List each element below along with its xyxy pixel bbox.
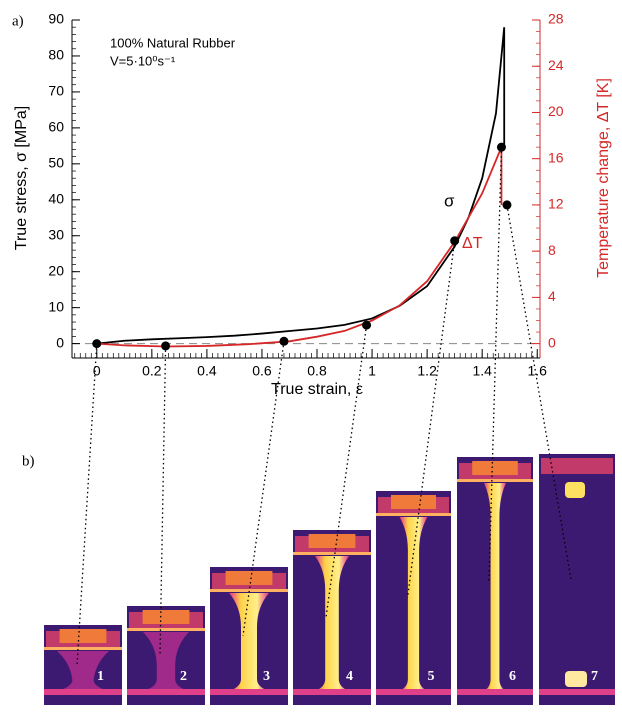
y-tick-label: 70 bbox=[48, 83, 64, 99]
marker bbox=[450, 236, 460, 246]
marker bbox=[279, 336, 289, 346]
y2-tick-label: 0 bbox=[548, 334, 556, 350]
y-tick-label: 20 bbox=[48, 262, 64, 278]
image-label: 5 bbox=[428, 669, 435, 684]
x-tick-label: 1.2 bbox=[417, 363, 437, 379]
x-tick-label: 0 bbox=[93, 363, 101, 379]
panel-label: a) bbox=[12, 13, 24, 29]
bottom-clamp bbox=[44, 689, 122, 695]
y2-tick-label: 4 bbox=[548, 288, 556, 304]
annotation: V=5·10⁰s⁻¹ bbox=[110, 53, 176, 68]
marker bbox=[92, 339, 102, 349]
marker bbox=[161, 341, 171, 351]
x-tick-label: 1 bbox=[368, 363, 376, 379]
curve bbox=[96, 146, 503, 348]
connector bbox=[488, 147, 503, 582]
x-tick-label: 0.6 bbox=[252, 363, 272, 379]
y2-tick-label: 8 bbox=[548, 242, 556, 258]
image-label: 2 bbox=[180, 669, 187, 684]
clamp-line bbox=[457, 479, 533, 482]
y2-tick-label: 20 bbox=[548, 103, 564, 119]
x-tick-label: 0.2 bbox=[142, 363, 162, 379]
image-label: 3 bbox=[263, 669, 270, 684]
clamp bbox=[541, 458, 613, 474]
connector bbox=[506, 204, 572, 580]
thermal-image: 1 bbox=[44, 625, 122, 705]
y-axis-label: True stress, σ [MPa] bbox=[13, 106, 30, 250]
clamp-line bbox=[127, 628, 205, 631]
y2-tick-label: 16 bbox=[548, 149, 564, 165]
image-label: 6 bbox=[509, 669, 516, 684]
specimen bbox=[399, 517, 428, 691]
clamp-line bbox=[293, 552, 371, 555]
thermal-image: 4 bbox=[293, 530, 371, 705]
annotation: 100% Natural Rubber bbox=[110, 35, 236, 50]
marker bbox=[502, 200, 512, 210]
y2-tick-label: 12 bbox=[548, 196, 564, 212]
clamp-hot bbox=[391, 495, 436, 509]
specimen bbox=[57, 651, 109, 691]
bottom-clamp bbox=[457, 689, 533, 695]
connector bbox=[242, 341, 285, 637]
series-label: ΔT bbox=[462, 235, 483, 252]
clamp-hot bbox=[225, 571, 273, 585]
image-label: 4 bbox=[346, 669, 353, 684]
fragment bbox=[565, 482, 585, 498]
y-tick-label: 60 bbox=[48, 119, 64, 135]
bottom-clamp bbox=[539, 689, 615, 695]
thermal-image: 3 bbox=[210, 567, 288, 705]
panel-label: b) bbox=[22, 453, 35, 469]
series-label: σ bbox=[444, 191, 455, 210]
specimen bbox=[315, 556, 349, 691]
bottom-clamp bbox=[376, 689, 451, 695]
fragment bbox=[565, 671, 587, 687]
y-tick-label: 40 bbox=[48, 190, 64, 206]
image-label: 7 bbox=[591, 669, 598, 684]
x-axis-label: True strain, ε bbox=[271, 381, 363, 398]
y-tick-label: 10 bbox=[48, 298, 64, 314]
thermal-image: 2 bbox=[127, 606, 205, 705]
clamp-hot bbox=[472, 461, 518, 475]
x-tick-label: 0.4 bbox=[197, 363, 217, 379]
y2-tick-label: 28 bbox=[548, 11, 564, 27]
thermal-image: 5 bbox=[376, 491, 451, 705]
y2-tick-label: 24 bbox=[548, 57, 564, 73]
connector bbox=[76, 343, 98, 666]
bottom-clamp bbox=[210, 689, 288, 695]
marker bbox=[496, 142, 506, 152]
x-tick-label: 0.8 bbox=[307, 363, 327, 379]
marker bbox=[362, 320, 372, 330]
clamp-hot bbox=[142, 610, 190, 624]
curve bbox=[96, 27, 506, 345]
y-tick-label: 30 bbox=[48, 226, 64, 242]
clamp-hot bbox=[59, 629, 107, 643]
thermal-image: 6 bbox=[457, 457, 533, 705]
x-tick-label: 1.6 bbox=[528, 363, 548, 379]
image-label: 1 bbox=[97, 669, 104, 684]
clamp-line bbox=[210, 589, 288, 592]
clamp-line bbox=[44, 647, 122, 650]
clamp-line bbox=[376, 513, 451, 516]
y-tick-label: 0 bbox=[56, 334, 64, 350]
specimen bbox=[229, 593, 269, 691]
specimen bbox=[484, 483, 506, 691]
y2-axis-label: Temperature change, ΔT [K] bbox=[595, 78, 612, 278]
connector bbox=[406, 240, 456, 599]
x-tick-label: 1.4 bbox=[472, 363, 492, 379]
bottom-clamp bbox=[293, 689, 371, 695]
bottom-clamp bbox=[127, 689, 205, 695]
specimen bbox=[143, 632, 189, 691]
clamp-hot bbox=[308, 534, 356, 548]
y-tick-label: 90 bbox=[48, 11, 64, 27]
thermal-image: 7 bbox=[539, 454, 615, 705]
y-tick-label: 80 bbox=[48, 47, 64, 63]
y-tick-label: 50 bbox=[48, 155, 64, 171]
